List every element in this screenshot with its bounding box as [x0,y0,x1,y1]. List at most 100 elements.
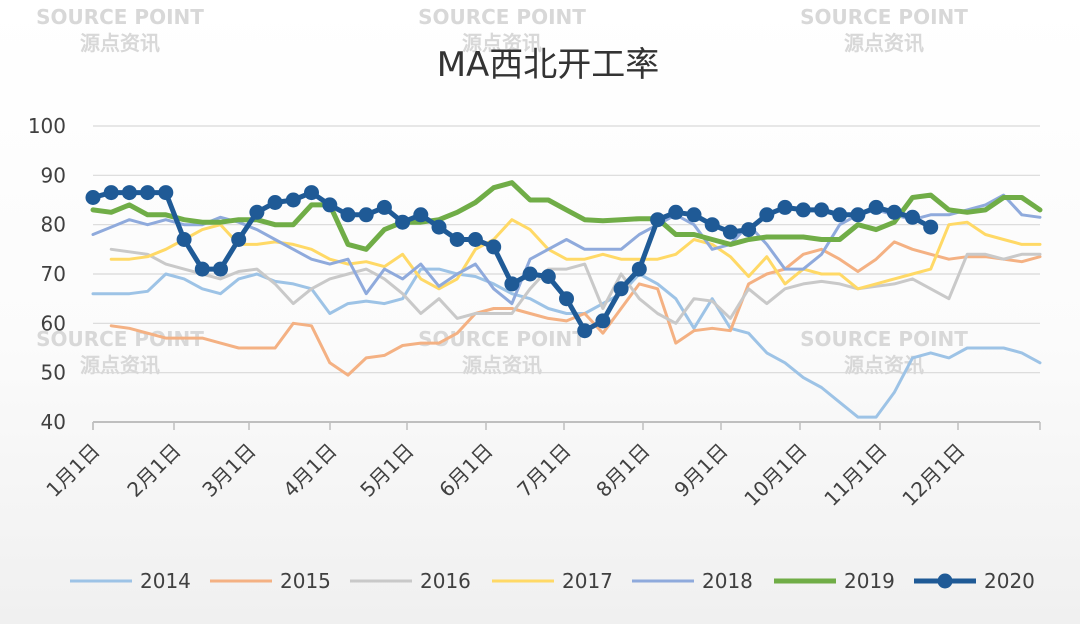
data-point-2020 [595,313,611,329]
watermark-text-cn: 源点资讯 [462,353,542,377]
data-point-2020 [85,190,101,205]
legend-label: 2020 [984,569,1035,593]
x-tick-label: 9月1日 [669,439,732,502]
data-point-2020 [741,222,757,238]
data-point-2020 [795,202,811,218]
x-tick-label: 3月1日 [197,439,260,502]
legend-item-2020: 2020 [914,569,1035,593]
data-point-2020 [559,291,574,307]
series-2014 [91,267,1042,419]
data-point-2020 [140,185,156,201]
legend-item-2015: 2015 [210,569,331,593]
data-point-2020 [486,239,502,255]
watermark-text-cn: 源点资讯 [80,353,160,377]
y-tick-label: 40 [41,410,66,434]
y-tick-label: 50 [41,361,66,385]
data-point-2020 [613,281,629,297]
data-point-2020 [467,232,483,247]
data-point-2020 [285,192,301,208]
legend-label: 2014 [140,569,191,593]
data-point-2020 [213,261,228,277]
data-point-2020 [722,224,738,240]
data-point-2020 [923,219,939,235]
data-point-2020 [868,199,884,215]
data-point-2020 [777,199,793,215]
series-2017 [109,218,1042,291]
data-point-2020 [759,207,775,223]
y-tick-label: 70 [41,262,66,286]
legend-label: 2018 [702,569,753,593]
data-point-2020 [322,197,338,213]
y-tick-label: 100 [28,114,66,138]
watermark-text-en: SOURCE POINT [800,327,968,351]
watermark-text-en: SOURCE POINT [418,5,586,29]
data-point-2020 [650,212,666,228]
data-point-2020 [577,323,593,339]
x-tick-label: 5月1日 [355,439,418,502]
legend-item-2014: 2014 [70,569,191,593]
watermark-text-en: SOURCE POINT [800,5,968,29]
series-2020 [85,185,939,339]
x-tick-label: 1月1日 [41,439,104,502]
legend: 2014 2015 2016 2017 2018 2019 2020 [70,569,1035,593]
data-point-2020 [504,276,520,292]
axes: 40 50 60 70 80 90 100 1月1日 2月1日 3月1日 4月1日 5月1日 6月1日 7… [28,114,1041,511]
data-point-2020 [540,269,556,284]
x-tick-label: 10月1日 [739,439,811,511]
series-2016 [109,247,1042,325]
series-line-2017 [109,218,1042,291]
data-point-2020 [395,214,411,230]
data-point-2020 [522,266,538,282]
legend-marker [937,573,953,589]
data-point-2020 [176,232,192,247]
legend-label: 2017 [562,569,613,593]
data-point-2020 [431,219,447,235]
watermark-text-cn: 源点资讯 [844,31,924,55]
data-point-2020 [158,185,174,201]
x-tick-label: 4月1日 [278,439,341,502]
legend-label: 2016 [420,569,471,593]
data-point-2020 [267,195,283,210]
data-point-2020 [376,199,392,215]
x-tick-label: 8月1日 [591,439,654,502]
data-point-2020 [704,217,720,233]
legend-item-2019: 2019 [774,569,895,593]
data-point-2020 [304,185,319,201]
y-tick-label: 80 [41,213,66,237]
y-tick-label: 90 [41,163,66,187]
data-point-2020 [340,207,356,223]
data-point-2020 [413,207,429,223]
data-point-2020 [358,207,374,223]
legend-item-2016: 2016 [350,569,471,593]
legend-label: 2015 [280,569,331,593]
data-point-2020 [631,261,647,277]
data-point-2020 [449,232,465,247]
series-layer [85,180,1043,419]
watermark-text-en: SOURCE POINT [36,5,204,29]
x-tick-label: 6月1日 [434,439,497,502]
data-point-2020 [121,185,137,201]
watermark-text-en: SOURCE POINT [418,327,586,351]
data-point-2020 [194,261,210,277]
data-point-2020 [814,202,829,218]
x-tick-label: 12月1日 [897,439,969,511]
x-tick-label: 2月1日 [122,439,185,502]
legend-item-2018: 2018 [632,569,753,593]
chart-title: MA西北开工率 [437,45,660,85]
data-point-2020 [231,232,247,247]
series-line-2016 [109,247,1042,325]
data-point-2020 [832,207,848,223]
data-point-2020 [668,204,684,220]
series-line-2014 [91,267,1042,419]
data-point-2020 [905,209,920,225]
x-tick-label: 7月1日 [512,439,575,502]
data-point-2020 [886,204,902,220]
data-point-2020 [103,185,119,201]
data-point-2020 [850,207,866,223]
